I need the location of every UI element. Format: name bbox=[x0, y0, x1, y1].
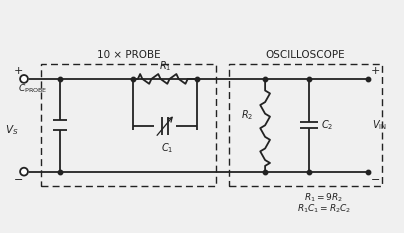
Text: −: − bbox=[14, 175, 23, 185]
Text: $C_2$: $C_2$ bbox=[321, 118, 333, 132]
Text: 10 × PROBE: 10 × PROBE bbox=[97, 50, 160, 60]
Text: +: + bbox=[370, 66, 380, 76]
Bar bbox=[229, 64, 382, 186]
Text: $R_1C_1 = R_2C_2$: $R_1C_1 = R_2C_2$ bbox=[297, 203, 351, 215]
Text: $R_1$: $R_1$ bbox=[159, 59, 171, 73]
Circle shape bbox=[20, 75, 28, 83]
Text: $C_1$: $C_1$ bbox=[161, 141, 173, 155]
Bar bbox=[40, 64, 216, 186]
Text: $V_{\mathrm{IN}}$: $V_{\mathrm{IN}}$ bbox=[372, 118, 387, 132]
Text: $R_2$: $R_2$ bbox=[241, 109, 253, 122]
Text: $C_{\mathrm{PROBE}}$: $C_{\mathrm{PROBE}}$ bbox=[18, 82, 47, 95]
Text: +: + bbox=[14, 66, 23, 76]
Text: −: − bbox=[370, 175, 380, 185]
Text: $R_1 = 9R_2$: $R_1 = 9R_2$ bbox=[304, 191, 343, 204]
Text: OSCILLOSCOPE: OSCILLOSCOPE bbox=[266, 50, 345, 60]
Circle shape bbox=[20, 168, 28, 175]
Text: $V_S$: $V_S$ bbox=[5, 123, 18, 137]
